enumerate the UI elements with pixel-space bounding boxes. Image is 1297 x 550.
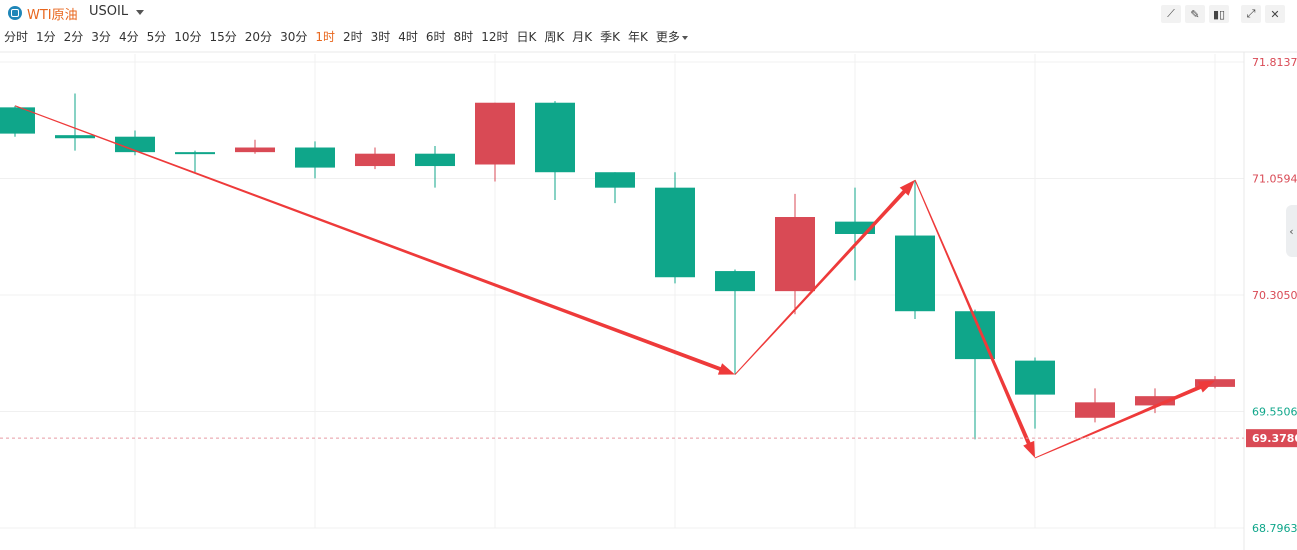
close-icon[interactable]: ✕ bbox=[1265, 5, 1285, 23]
period-tab[interactable]: 季K bbox=[600, 30, 620, 44]
candle-body bbox=[715, 271, 755, 292]
period-tab[interactable]: 20分 bbox=[244, 30, 273, 44]
period-tab[interactable]: 3分 bbox=[91, 30, 111, 44]
candle-body bbox=[415, 153, 455, 167]
period-tab[interactable]: 3时 bbox=[370, 30, 391, 44]
period-tab[interactable]: 4时 bbox=[398, 30, 418, 44]
period-tab[interactable]: 月K bbox=[572, 30, 593, 44]
period-tab[interactable]: 15分 bbox=[209, 30, 237, 44]
trend-arrow bbox=[1034, 380, 1215, 459]
y-axis-tick-label: 69.5506 bbox=[1252, 406, 1297, 419]
candle-body bbox=[235, 147, 275, 153]
draw-line-icon[interactable]: ⟋ bbox=[1161, 5, 1181, 23]
period-tab[interactable]: 年K bbox=[627, 30, 648, 44]
candle-body bbox=[475, 102, 515, 165]
candle-body bbox=[355, 153, 395, 167]
current-price-tag bbox=[1246, 429, 1297, 448]
expand-icon[interactable]: ⤢ bbox=[1241, 5, 1261, 23]
period-tab[interactable]: 2时 bbox=[342, 30, 363, 44]
candle-body bbox=[1075, 402, 1115, 418]
chevron-down-icon bbox=[681, 35, 688, 40]
symbol-dropdown-icon[interactable] bbox=[136, 10, 144, 15]
candle-body bbox=[1135, 396, 1175, 406]
current-price-label: 69.3780 bbox=[1252, 432, 1297, 445]
candle-body bbox=[55, 135, 95, 139]
symbol-code[interactable]: USOIL bbox=[89, 4, 129, 19]
period-tab[interactable]: 分时 bbox=[4, 30, 29, 44]
period-tab[interactable]: 1分 bbox=[36, 30, 56, 44]
candle-body bbox=[775, 217, 815, 292]
symbol-name[interactable]: WTI原油 bbox=[27, 8, 78, 23]
chart-toolbar: ⟋ ✎ ▮▯ ⤢ ✕ bbox=[1161, 5, 1285, 23]
candle-body bbox=[535, 102, 575, 173]
y-axis-tick-label: 68.7963 bbox=[1252, 522, 1297, 535]
candle-body bbox=[175, 152, 215, 155]
period-tab[interactable]: 10分 bbox=[174, 30, 202, 44]
candle-body bbox=[895, 235, 935, 312]
candle-body bbox=[295, 147, 335, 168]
period-tab[interactable]: 4分 bbox=[118, 30, 139, 44]
y-axis-tick-label: 71.0594 bbox=[1252, 172, 1297, 185]
trend-arrow bbox=[734, 179, 915, 375]
period-tab[interactable]: 日K bbox=[516, 30, 537, 44]
trend-arrow bbox=[914, 179, 1035, 458]
period-tab[interactable]: 1时 bbox=[315, 30, 335, 44]
more-periods-label: 更多 bbox=[655, 30, 680, 44]
period-tab[interactable]: 8时 bbox=[453, 30, 474, 44]
pencil-icon[interactable]: ✎ bbox=[1185, 5, 1205, 23]
indicator-icon[interactable]: ▮▯ bbox=[1209, 5, 1229, 23]
candle-body bbox=[835, 221, 875, 234]
period-tab[interactable]: 30分 bbox=[280, 30, 308, 44]
period-selector: 分时 1分 2分 3分 4分 5分 10分 15分 20分 30分 1时 2时 3时 4时 6时 8时 12时日… bbox=[0, 28, 692, 46]
period-tab[interactable]: 周K bbox=[544, 30, 565, 44]
candle-body bbox=[1195, 379, 1235, 387]
candle-body bbox=[655, 187, 695, 278]
trend-arrow bbox=[14, 105, 736, 375]
chart-header: WTI原油 USOIL ⟋ ✎ ▮▯ ⤢ ✕ bbox=[0, 0, 1297, 26]
candle-body bbox=[1015, 360, 1055, 395]
y-axis-tick-label: 71.8137 bbox=[1252, 56, 1297, 69]
period-tab[interactable]: 2分 bbox=[63, 30, 84, 44]
period-tab[interactable]: 6时 bbox=[425, 30, 446, 44]
candle-body bbox=[595, 172, 635, 188]
symbol-icon bbox=[8, 6, 22, 20]
candle-body bbox=[115, 136, 155, 153]
collapse-panel-button[interactable]: ‹ bbox=[1286, 205, 1297, 257]
more-periods-button[interactable]: 更多 bbox=[652, 28, 692, 46]
chevron-left-icon: ‹ bbox=[1289, 224, 1294, 238]
candle-body bbox=[0, 107, 35, 134]
period-tab[interactable]: 5分 bbox=[146, 30, 167, 44]
y-axis-tick-label: 70.3050 bbox=[1252, 289, 1297, 302]
period-tab[interactable]: 12时 bbox=[481, 30, 509, 44]
